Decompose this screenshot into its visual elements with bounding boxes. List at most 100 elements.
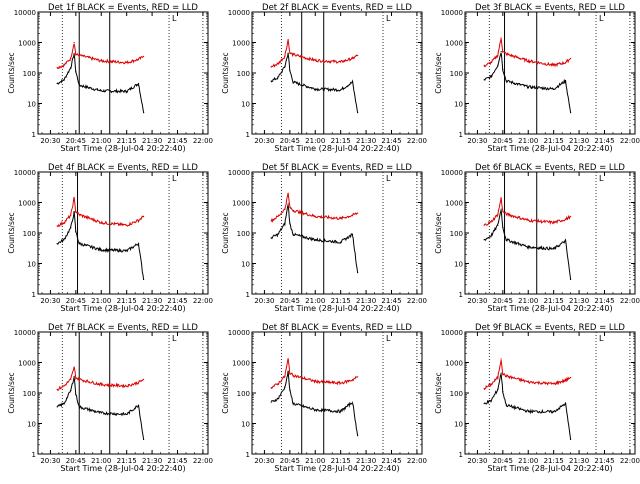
- events-point: [143, 112, 145, 114]
- x-tick-label: 21:15: [544, 137, 564, 145]
- lld-point: [78, 54, 80, 56]
- x-tick-label: 21:45: [167, 297, 187, 305]
- events-point: [500, 372, 502, 374]
- x-tick-label: 21:30: [356, 137, 376, 145]
- lld-point: [564, 218, 567, 220]
- lld-point: [292, 54, 294, 56]
- panel-title: Det 2f BLACK = Events, RED = LLD: [262, 3, 412, 13]
- x-axis-label: Start Time (28-Jul-04 20:22:40): [487, 464, 612, 473]
- legend-letter: L: [172, 334, 177, 343]
- events-point: [289, 389, 291, 392]
- events-point: [570, 438, 572, 441]
- events-point: [284, 223, 286, 225]
- x-tick-label: 21:30: [356, 457, 376, 465]
- events-point: [570, 112, 572, 114]
- x-tick-label: 20:30: [40, 137, 60, 145]
- y-tick-label: 1000: [445, 360, 463, 368]
- lld-series-line: [270, 192, 358, 223]
- lld-series-line: [483, 359, 571, 391]
- lld-point: [570, 57, 572, 60]
- x-axis-label: Start Time (28-Jul-04 20:22:40): [274, 464, 399, 473]
- lld-point: [143, 378, 145, 380]
- events-point: [502, 391, 504, 393]
- y-tick-label: 1000: [232, 360, 250, 368]
- events-series-line: [56, 376, 145, 440]
- events-point: [100, 249, 102, 251]
- events-point: [287, 203, 289, 205]
- x-tick-label: 21:00: [305, 137, 325, 145]
- y-axis-label: Counts/sec: [434, 372, 443, 413]
- lld-point: [73, 197, 75, 199]
- lld-point: [70, 57, 72, 60]
- lld-point: [143, 55, 145, 58]
- x-tick-label: 21:45: [167, 137, 187, 145]
- events-point: [553, 248, 555, 250]
- events-series-line: [483, 373, 572, 440]
- x-tick-label: 21:15: [544, 457, 564, 465]
- lld-point: [289, 52, 291, 54]
- events-point: [70, 389, 72, 392]
- lld-point: [289, 206, 291, 208]
- lld-point: [287, 192, 289, 194]
- panel-title: Det 9f BLACK = Events, RED = LLD: [475, 323, 625, 333]
- lld-point: [277, 215, 279, 218]
- y-tick-label: 1: [246, 131, 250, 139]
- x-tick-label: 21:45: [594, 297, 614, 305]
- y-tick-label: 10: [27, 101, 36, 109]
- lld-point: [314, 59, 316, 61]
- y-tick-label: 10000: [441, 9, 463, 17]
- events-point: [270, 237, 272, 239]
- x-tick-label: 20:45: [66, 297, 86, 305]
- lld-point: [284, 55, 286, 58]
- events-series-line: [57, 211, 145, 280]
- y-tick-label: 100: [237, 230, 250, 238]
- x-tick-label: 22:00: [620, 137, 640, 145]
- y-tick-label: 1: [246, 291, 250, 299]
- events-point: [340, 410, 342, 412]
- lld-point: [292, 374, 294, 376]
- lld-point: [340, 382, 342, 384]
- x-tick-label: 21:15: [117, 457, 137, 465]
- events-point: [527, 246, 529, 248]
- y-tick-label: 1: [32, 291, 36, 299]
- plot-frame: [37, 331, 209, 455]
- events-point: [570, 278, 572, 281]
- plot-frame: [251, 11, 423, 135]
- lld-point: [277, 383, 279, 385]
- events-point: [564, 240, 567, 242]
- events-point: [357, 272, 359, 274]
- events-series-line: [56, 53, 145, 113]
- lld-point: [314, 215, 316, 218]
- x-tick-label: 21:45: [594, 137, 614, 145]
- y-tick-label: 10000: [14, 329, 36, 337]
- y-tick-label: 1000: [445, 40, 463, 48]
- lld-point: [527, 219, 529, 221]
- lld-series-line: [483, 197, 571, 226]
- lld-point: [63, 64, 65, 66]
- events-series-line: [483, 52, 572, 113]
- x-tick-label: 21:15: [331, 297, 351, 305]
- y-axis-label: Counts/sec: [7, 372, 16, 413]
- x-tick-label: 20:45: [66, 457, 86, 465]
- lld-point: [505, 375, 507, 377]
- x-tick-label: 22:00: [407, 457, 427, 465]
- x-tick-label: 22:00: [407, 137, 427, 145]
- y-tick-label: 100: [237, 390, 250, 398]
- lld-point: [126, 61, 128, 64]
- events-point: [137, 242, 140, 245]
- x-tick-label: 21:00: [518, 137, 538, 145]
- y-tick-label: 100: [450, 390, 463, 398]
- lld-series-line: [57, 43, 144, 70]
- events-point: [289, 69, 291, 72]
- events-point: [505, 239, 507, 241]
- x-tick-label: 20:45: [280, 137, 300, 145]
- events-point: [502, 68, 504, 71]
- lld-point: [56, 225, 58, 227]
- events-point: [351, 81, 354, 83]
- lld-point: [553, 221, 555, 224]
- events-point: [137, 404, 140, 406]
- lld-point: [553, 64, 555, 66]
- plot-frame: [464, 11, 636, 135]
